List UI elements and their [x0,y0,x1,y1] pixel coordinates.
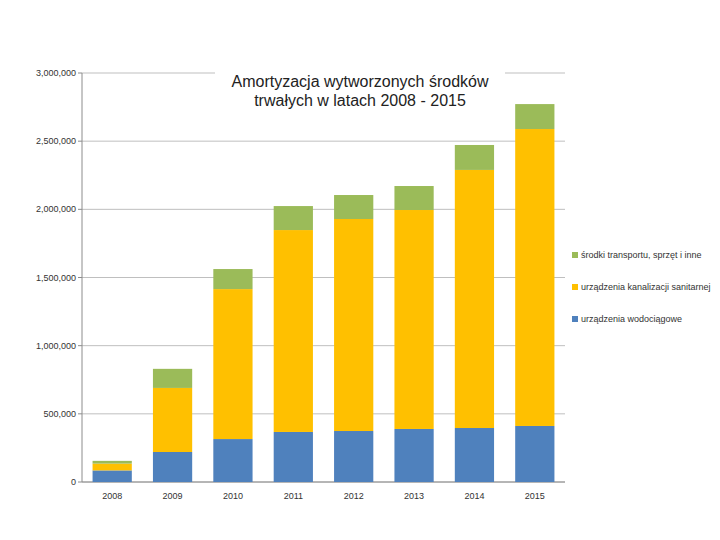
bar-segment [334,431,373,482]
grid-line [82,141,565,142]
grid [78,73,565,482]
title: Amortyzacja wytworzonych środków trwałyc… [215,72,505,110]
legend-swatch [572,252,578,258]
category-label: 2012 [344,491,364,501]
legend-item: urządzenia wodociągowe [572,314,712,324]
legend-swatch [572,284,578,290]
tick-mark [78,277,82,278]
tick-mark [78,141,82,142]
tick-label: 2,500,000 [36,136,76,146]
tick-mark [78,345,82,346]
bar-segment [153,452,192,482]
bar-segment [334,195,373,219]
tick-label: 2,000,000 [36,204,76,214]
legend: środki transportu, sprzęt i inne urządzen… [572,250,712,346]
legend-label: urządzenia kanalizacji sanitarnej [581,282,711,292]
bar-segment [394,186,433,210]
tick-label: 0 [71,477,76,487]
category-label: 2014 [464,491,484,501]
bar-segment [213,269,252,289]
bar-segment [93,470,132,482]
bar-segment [274,206,313,230]
legend-label: urządzenia wodociągowe [581,314,682,324]
category-label: 2011 [284,491,303,501]
bar-segment [153,369,192,388]
legend-label: środki transportu, sprzęt i inne [581,250,702,260]
bar-segment [455,170,494,428]
tick-label: 3,000,000 [36,68,76,78]
bar-segment [274,230,313,432]
bar-segment [274,432,313,482]
legend-item: urządzenia kanalizacji sanitarnej [572,282,712,292]
bar-segment [394,210,433,429]
tick-mark [78,413,82,414]
tick-mark [78,209,82,210]
bar-segment [93,461,132,464]
category-label: 2015 [525,491,545,501]
tick-label: 1,500,000 [36,273,76,283]
tick-mark [78,482,82,483]
bar-segment [213,289,252,439]
tick-mark [78,73,82,74]
category-label: 2009 [163,491,183,501]
legend-swatch [572,316,578,322]
category-label: 2010 [223,491,243,501]
bar-segment [515,104,554,129]
bars [93,104,555,482]
bar-segment [515,426,554,482]
legend-item: środki transportu, sprzęt i inne [572,250,712,260]
bar-segment [455,145,494,170]
bar-segment [334,219,373,431]
tick-label: 500,000 [43,409,76,419]
bar-segment [213,439,252,482]
category-label: 2013 [404,491,424,501]
tick-label: 1,000,000 [36,341,76,351]
bar-segment [515,129,554,426]
bar-segment [455,428,494,482]
y-axis [82,73,83,482]
bar-segment [153,388,192,452]
bar-segment [93,464,132,471]
bar-segment [394,429,433,482]
category-label: 2008 [102,491,122,501]
